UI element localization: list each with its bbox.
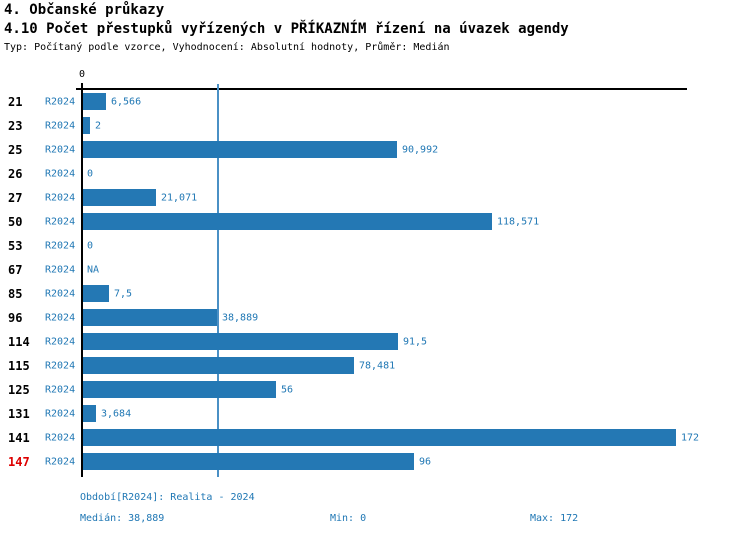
category-label: 147 <box>8 455 30 469</box>
series-label: R2024 <box>45 96 76 108</box>
category-label: 141 <box>8 431 30 445</box>
value-label: 96 <box>419 456 432 468</box>
value-label: 0 <box>87 168 94 180</box>
period-label: Období[R2024]: Realita - 2024 <box>80 492 255 503</box>
y-axis-line <box>81 83 83 477</box>
chart-row: 125 R2024 56 <box>0 378 750 402</box>
value-label: 78,481 <box>359 360 396 372</box>
series-label: R2024 <box>45 144 76 156</box>
chart-row: 141 R2024 172 <box>0 426 750 450</box>
value-label: NA <box>87 264 100 276</box>
chart-row: 50 R2024 118,571 <box>0 210 750 234</box>
category-label: 27 <box>8 191 23 205</box>
median-reference-line <box>217 84 219 477</box>
series-label: R2024 <box>45 360 76 372</box>
chart-row: 25 R2024 90,992 <box>0 138 750 162</box>
series-label: R2024 <box>45 336 76 348</box>
series-label: R2024 <box>45 120 76 132</box>
x-axis-line <box>76 88 687 90</box>
category-label: 50 <box>8 215 23 229</box>
series-label: R2024 <box>45 384 76 396</box>
chart-row: 26 R2024 0 <box>0 162 750 186</box>
chart-row: 147 R2024 96 <box>0 450 750 474</box>
value-label: 118,571 <box>497 216 540 228</box>
value-label: 90,992 <box>402 144 439 156</box>
value-label: 7,5 <box>114 288 133 300</box>
bar <box>83 381 276 398</box>
category-label: 115 <box>8 359 30 373</box>
value-label: 172 <box>681 432 700 444</box>
bar <box>83 357 354 374</box>
bar <box>83 213 492 230</box>
value-label: 3,684 <box>101 408 132 420</box>
category-label: 131 <box>8 407 30 421</box>
median-stat: Medián: 38,889 <box>80 513 165 524</box>
bar <box>83 405 96 422</box>
category-label: 85 <box>8 287 23 301</box>
max-stat: Max: 172 <box>530 513 579 524</box>
value-label: 91,5 <box>403 336 428 348</box>
series-label: R2024 <box>45 168 76 180</box>
bar <box>83 93 106 110</box>
category-label: 114 <box>8 335 30 349</box>
bar <box>83 189 156 206</box>
chart-row: 114 R2024 91,5 <box>0 330 750 354</box>
series-label: R2024 <box>45 432 76 444</box>
chart-row: 27 R2024 21,071 <box>0 186 750 210</box>
series-label: R2024 <box>45 456 76 468</box>
series-label: R2024 <box>45 240 76 252</box>
series-label: R2024 <box>45 192 76 204</box>
x-axis-zero-tick-label: 0 <box>78 69 86 80</box>
value-label: 21,071 <box>161 192 198 204</box>
chart-meta: Typ: Počítaný podle vzorce, Vyhodnocení:… <box>4 42 450 53</box>
chart-row: 67 R2024 NA <box>0 258 750 282</box>
value-label: 0 <box>87 240 94 252</box>
category-label: 21 <box>8 95 23 109</box>
value-label: 6,566 <box>111 96 142 108</box>
bar <box>83 141 397 158</box>
chart-row: 115 R2024 78,481 <box>0 354 750 378</box>
value-label: 2 <box>95 120 102 132</box>
min-stat: Min: 0 <box>330 513 367 524</box>
chart-row: 21 R2024 6,566 <box>0 90 750 114</box>
series-label: R2024 <box>45 216 76 228</box>
bar <box>83 309 217 326</box>
chart-row: 53 R2024 0 <box>0 234 750 258</box>
chart-row: 131 R2024 3,684 <box>0 402 750 426</box>
chart-row: 96 R2024 38,889 <box>0 306 750 330</box>
series-label: R2024 <box>45 288 76 300</box>
bar <box>83 285 109 302</box>
bar <box>83 117 90 134</box>
category-label: 96 <box>8 311 23 325</box>
bar <box>83 429 676 446</box>
bar <box>83 333 398 350</box>
series-label: R2024 <box>45 408 76 420</box>
category-label: 25 <box>8 143 23 157</box>
series-label: R2024 <box>45 264 76 276</box>
category-label: 67 <box>8 263 23 277</box>
category-label: 23 <box>8 119 23 133</box>
chart-title: 4.10 Počet přestupků vyřízených v PŘÍKAZ… <box>4 21 569 37</box>
category-label: 26 <box>8 167 23 181</box>
value-label: 38,889 <box>222 312 259 324</box>
category-label: 125 <box>8 383 30 397</box>
category-label: 53 <box>8 239 23 253</box>
section-title: 4. Občanské průkazy <box>4 2 165 18</box>
chart-row: 23 R2024 2 <box>0 114 750 138</box>
series-label: R2024 <box>45 312 76 324</box>
value-label: 56 <box>281 384 294 396</box>
chart-row: 85 R2024 7,5 <box>0 282 750 306</box>
bar <box>83 453 414 470</box>
